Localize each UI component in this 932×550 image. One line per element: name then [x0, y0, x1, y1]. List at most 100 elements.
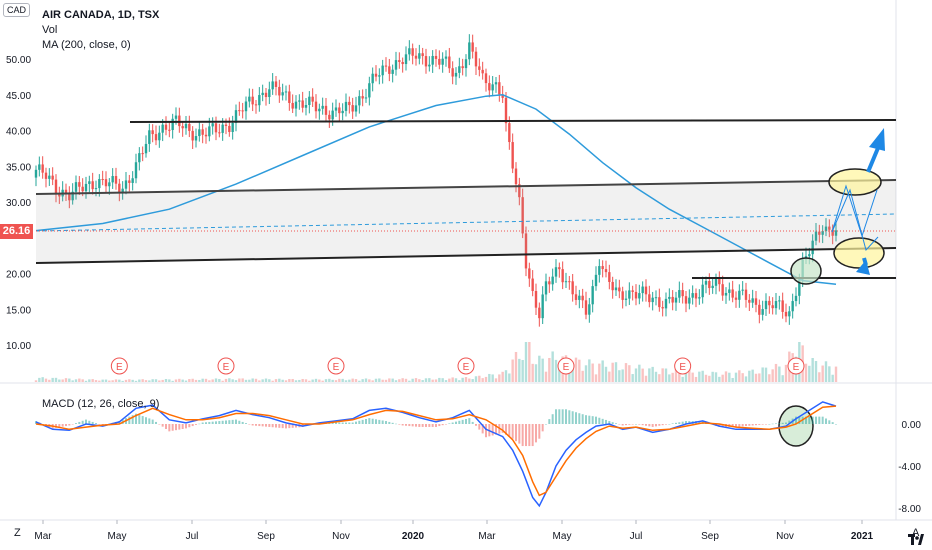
- volume-bar: [98, 380, 101, 382]
- time-tick-label: Mar: [34, 531, 52, 542]
- macd-histogram-bar: [365, 419, 367, 424]
- volume-bar: [624, 363, 628, 382]
- volume-bar: [158, 380, 161, 382]
- candle-body: [771, 305, 774, 309]
- candle-body: [648, 294, 651, 303]
- volume-bar: [64, 378, 68, 382]
- ma-legend[interactable]: MA (200, close, 0): [42, 39, 131, 51]
- candle-body: [231, 122, 234, 132]
- candle-body: [141, 153, 144, 155]
- volume-bar: [381, 379, 384, 382]
- candle-body: [198, 129, 201, 137]
- macd-histogram-bar: [91, 421, 94, 424]
- macd-histogram-bar: [431, 424, 434, 427]
- volume-bar: [558, 368, 561, 382]
- candle-body: [618, 287, 621, 292]
- volume-bar: [438, 377, 441, 382]
- macd-histogram-bar: [141, 416, 144, 424]
- macd-histogram-bar: [451, 422, 454, 424]
- highlight-ellipse-top: [828, 168, 882, 196]
- candle-body: [518, 184, 521, 198]
- currency-badge[interactable]: CAD: [3, 3, 31, 17]
- macd-histogram-bar: [678, 422, 681, 424]
- macd-histogram-bar: [88, 420, 91, 424]
- macd-histogram-bar: [371, 418, 374, 424]
- macd-histogram-bar: [561, 409, 564, 424]
- macd-histogram-bar: [368, 418, 371, 424]
- macd-histogram-bar: [501, 424, 504, 433]
- candle-body: [154, 134, 158, 141]
- candle-body: [604, 269, 608, 273]
- macd-histogram-bar: [341, 422, 344, 424]
- macd-histogram-bar: [831, 422, 834, 424]
- volume-bar: [684, 371, 688, 382]
- candle-body: [814, 231, 818, 241]
- macd-histogram-bar: [738, 424, 741, 427]
- price-tick-label: 10.00: [6, 341, 31, 352]
- volume-bar: [598, 363, 601, 382]
- price-tick-label: 35.00: [6, 162, 31, 173]
- candle-body: [221, 124, 224, 133]
- volume-bar: [198, 379, 201, 382]
- candle-body: [78, 182, 81, 187]
- macd-histogram-bar: [458, 420, 461, 424]
- candle-body: [211, 123, 214, 127]
- volume-bar: [48, 379, 51, 382]
- macd-histogram-bar: [201, 422, 204, 424]
- volume-bar: [701, 370, 704, 382]
- volume-bar: [444, 380, 448, 382]
- candle-body: [761, 309, 764, 315]
- candle-body: [654, 297, 658, 299]
- auto-scale-button[interactable]: A: [912, 527, 920, 539]
- candle-body: [271, 81, 274, 90]
- volume-bar: [648, 368, 651, 382]
- time-axis: Mar May Jul Sep Nov 2020 Mar May Jul Sep Nov 2021: [34, 520, 874, 542]
- time-tick-label: Jul: [630, 531, 643, 542]
- candle-body: [41, 164, 44, 173]
- candle-body: [501, 94, 504, 98]
- volume-bar: [101, 379, 104, 382]
- volume-legend[interactable]: Vol: [42, 24, 58, 36]
- volume-bars: [34, 342, 838, 382]
- volume-bar: [828, 366, 831, 382]
- macd-legend[interactable]: MACD (12, 26, close, 9): [42, 398, 160, 410]
- volume-bar: [291, 378, 294, 382]
- macd-histogram-bar: [211, 421, 214, 424]
- candle-body: [664, 298, 668, 309]
- volume-bar: [498, 374, 501, 382]
- volume-bar: [738, 370, 741, 382]
- volume-bar: [201, 378, 204, 382]
- candle-body: [378, 75, 381, 77]
- volume-bar: [411, 378, 414, 382]
- candle-body: [438, 58, 441, 65]
- candle-body: [674, 297, 678, 303]
- macd-histogram-bar: [378, 419, 381, 424]
- price-tick-label: 30.00: [6, 198, 31, 209]
- channel-band: [36, 180, 896, 263]
- volume-bar: [421, 380, 424, 382]
- volume-bar: [181, 379, 184, 382]
- candle-body: [588, 304, 591, 315]
- macd-histogram-bar: [165, 424, 167, 429]
- macd-histogram-bar: [771, 423, 774, 425]
- candle-body: [811, 240, 814, 255]
- macd-histogram-bar: [651, 424, 654, 427]
- volume-bar: [361, 379, 364, 382]
- volume-bar: [34, 380, 38, 382]
- macd-histogram-bar: [351, 422, 354, 424]
- macd-histogram-bar: [178, 424, 181, 430]
- zoom-toggle-button[interactable]: Z: [14, 527, 21, 539]
- macd-histogram-bar: [155, 421, 157, 424]
- candle-body: [834, 230, 838, 236]
- candle-body: [414, 55, 418, 59]
- macd-histogram-bar: [521, 424, 524, 447]
- candle-body: [191, 130, 194, 141]
- macd-histogram-bar: [388, 421, 391, 424]
- volume-bar: [538, 355, 541, 382]
- macd-histogram-bar: [485, 424, 487, 438]
- macd-histogram-bar: [265, 424, 267, 427]
- macd-histogram-bar: [435, 424, 437, 427]
- macd-histogram: [35, 409, 837, 447]
- volume-bar: [168, 379, 171, 382]
- symbol-title[interactable]: AIR CANADA, 1D, TSX: [42, 9, 160, 21]
